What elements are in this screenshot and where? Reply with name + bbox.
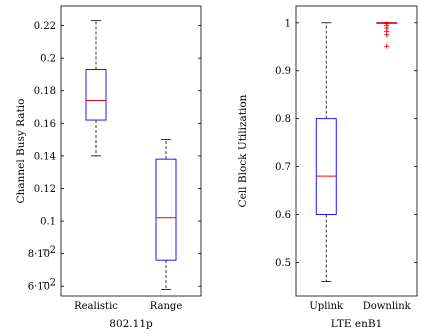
y-tick-label: 0.9 xyxy=(275,66,291,77)
x-axis-title: LTE enB1 xyxy=(331,318,383,330)
y-tick-label: 0.22 xyxy=(34,21,56,32)
y-tick-label: 0.14 xyxy=(34,151,56,162)
y-tick-exponent: −2 xyxy=(41,245,56,256)
y-tick-label: 0.12 xyxy=(34,184,56,195)
y-tick-label: 0.18 xyxy=(34,86,56,97)
y-tick-label: 0.6 xyxy=(275,210,291,221)
y-tick-label: 0.1 xyxy=(40,217,56,228)
x-tick-label: Realistic xyxy=(74,301,118,312)
y-tick-label: 1 xyxy=(285,18,291,29)
y-tick-label: 0.7 xyxy=(275,162,291,173)
y-axis-title: Cell Block Utilization xyxy=(237,94,249,207)
y-tick-exponent: −2 xyxy=(41,278,56,289)
y-tick-label: 0.5 xyxy=(275,258,291,269)
x-tick-label: Downlink xyxy=(363,301,412,312)
y-tick-label: 0.2 xyxy=(40,54,56,65)
box-iqr xyxy=(85,69,107,121)
box-iqr xyxy=(315,118,337,215)
panel-channel-busy-ratio: 6·10−28·10−20.10.120.140.160.180.20.22Re… xyxy=(15,5,202,330)
box-iqr xyxy=(155,158,177,261)
y-tick-label: 0.16 xyxy=(34,119,56,130)
x-tick-label: Uplink xyxy=(309,301,344,312)
plot-frame xyxy=(295,5,418,297)
y-axis-title: Channel Busy Ratio xyxy=(15,99,27,204)
y-tick-label: 8·10 xyxy=(28,249,50,260)
plot-frame xyxy=(60,5,202,297)
y-tick-label: 0.8 xyxy=(275,114,291,125)
x-axis-title: 802.11p xyxy=(109,318,153,330)
panel-cell-block-utilization: 0.5 0.6 0.7 0.8 0.9 1 Uplink Downlink LTE enB1 Ce… xyxy=(237,5,418,330)
y-tick-label: 6·10 xyxy=(28,282,50,293)
x-tick-label: Range xyxy=(150,301,183,312)
